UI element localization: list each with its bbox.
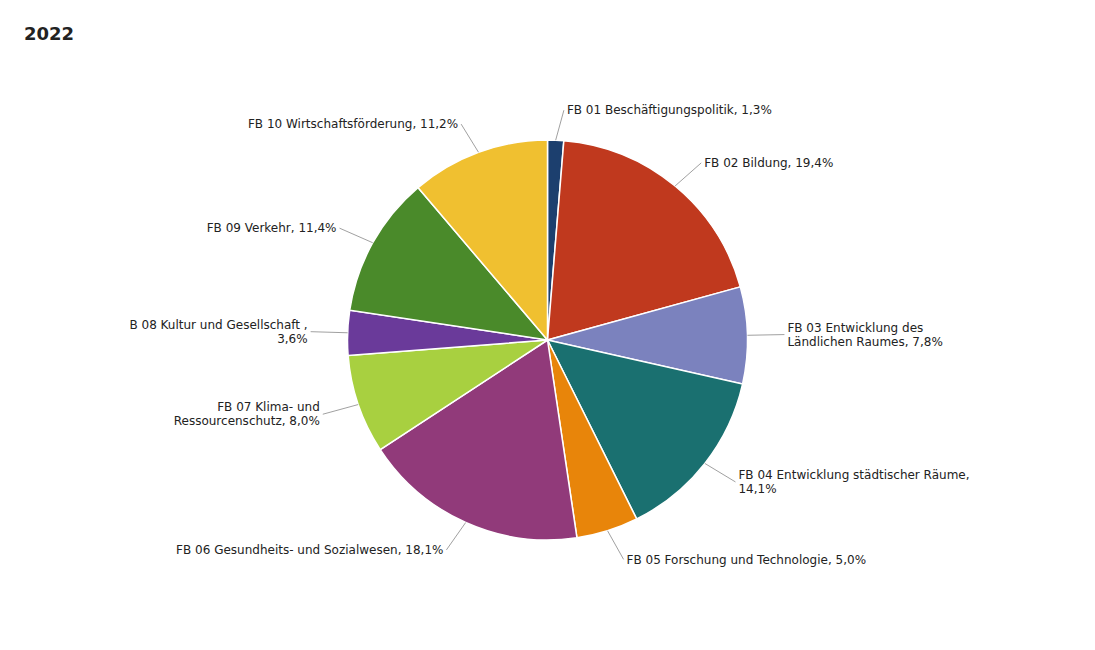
- slice-label-line: FB 04 Entwicklung städtischer Räume,: [738, 468, 969, 482]
- slice-label: FB 03 Entwicklung desLändlichen Raumes, …: [787, 321, 942, 349]
- leader-line: [311, 332, 348, 333]
- leader-line: [608, 531, 624, 560]
- slice-label: FB 07 Klima- undRessourcenschutz, 8,0%: [174, 400, 320, 428]
- leader-line: [675, 163, 701, 186]
- slice-label: FB 04 Entwicklung städtischer Räume,14,1…: [738, 468, 969, 496]
- slice-label-line: 3,6%: [277, 332, 308, 346]
- slice-label-line: B 08 Kultur und Gesellschaft ,: [129, 318, 307, 332]
- chart: 2022FB 01 Beschäftigungspolitik, 1,3%FB …: [0, 0, 1095, 650]
- slice-label-line: FB 06 Gesundheits- und Sozialwesen, 18,1…: [176, 543, 443, 557]
- pie: [347, 140, 747, 540]
- leader-line: [461, 124, 478, 152]
- slice-label: FB 09 Verkehr, 11,4%: [207, 221, 337, 235]
- slice-label: FB 05 Forschung und Technologie, 5,0%: [627, 553, 866, 567]
- leader-line: [705, 463, 736, 482]
- slice-label-line: FB 07 Klima- und: [217, 400, 320, 414]
- slice-label: FB 01 Beschäftigungspolitik, 1,3%: [567, 103, 772, 117]
- slice-label-line: FB 03 Entwicklung des: [787, 321, 923, 335]
- leader-line: [747, 334, 784, 336]
- slice-label: FB 02 Bildung, 19,4%: [704, 156, 833, 170]
- leader-line: [323, 405, 358, 415]
- title: 2022: [24, 23, 74, 44]
- slice-label-line: FB 05 Forschung und Technologie, 5,0%: [627, 553, 866, 567]
- slice-label-line: Ländlichen Raumes, 7,8%: [787, 335, 942, 349]
- leader-line: [556, 110, 564, 140]
- slice-label: B 08 Kultur und Gesellschaft ,3,6%: [129, 318, 307, 346]
- slice-label-line: FB 01 Beschäftigungspolitik, 1,3%: [567, 103, 772, 117]
- slice-label-line: 14,1%: [738, 482, 776, 496]
- labels: FB 01 Beschäftigungspolitik, 1,3% FB 02 B…: [129, 103, 969, 566]
- slice-label-line: FB 02 Bildung, 19,4%: [704, 156, 833, 170]
- slice-label: FB 10 Wirtschaftsförderung, 11,2%: [248, 117, 458, 131]
- slice-label: FB 06 Gesundheits- und Sozialwesen, 18,1…: [176, 543, 443, 557]
- leader-line: [446, 523, 465, 550]
- slice-label-line: FB 10 Wirtschaftsförderung, 11,2%: [248, 117, 458, 131]
- slice: [348, 340, 547, 450]
- slice-label-line: Ressourcenschutz, 8,0%: [174, 414, 320, 428]
- slice: [418, 140, 548, 340]
- slice-label-line: FB 09 Verkehr, 11,4%: [207, 221, 337, 235]
- leader-line: [340, 228, 373, 243]
